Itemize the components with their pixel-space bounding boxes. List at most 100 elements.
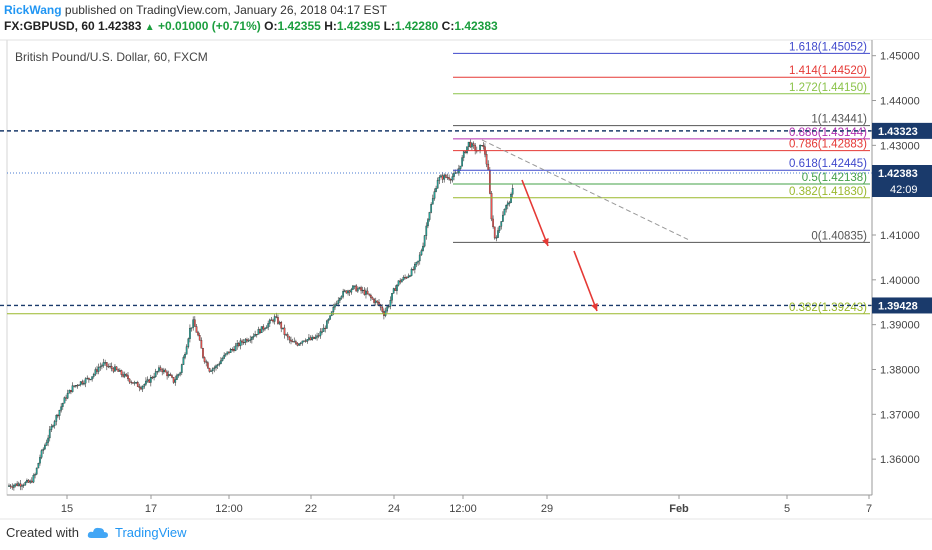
published-text: published on TradingView.com, January 26… (64, 3, 387, 17)
candle-body (32, 475, 35, 483)
candle-body (394, 288, 397, 291)
candle-body (438, 176, 441, 181)
candle-body (368, 293, 371, 296)
candle-body (329, 315, 331, 320)
candle-body (387, 306, 390, 308)
candle-body (48, 429, 51, 439)
symbol-label: FX:GBPUSD, 60 (4, 19, 95, 33)
candle-body (68, 389, 71, 394)
candle-body (140, 387, 142, 390)
candle-body (130, 381, 133, 383)
candle-body (462, 151, 465, 158)
candle-body (327, 319, 330, 322)
candle-body (490, 193, 493, 220)
candle-body (89, 379, 92, 381)
close-value: 1.42383 (454, 19, 498, 33)
time-tick-label: 7 (866, 503, 872, 515)
fib-level-label: 1.618(1.45052) (789, 41, 867, 53)
candle-body (44, 445, 46, 450)
candle-body (264, 328, 266, 330)
candle-body (105, 362, 108, 367)
candle-body (404, 277, 406, 279)
candle-body (345, 290, 348, 294)
price-tag-label: 1.43323 (878, 126, 918, 138)
fib-level-label: 0.382(1.39243) (789, 302, 867, 314)
candle-body (308, 337, 310, 340)
candle-body (128, 378, 131, 383)
candle-body (280, 322, 283, 329)
candle-body (286, 334, 289, 338)
price-tick-label: 1.36000 (880, 454, 920, 466)
candle-body (505, 205, 508, 210)
candle-body (417, 260, 419, 263)
candle-body (342, 290, 345, 297)
candle-body (132, 382, 134, 384)
price-tick-label: 1.39000 (880, 320, 920, 332)
candle-body (97, 367, 100, 372)
price-axis-bg (872, 40, 932, 495)
candle-body (153, 376, 155, 379)
candle-body (50, 426, 53, 430)
candle-body (500, 221, 503, 227)
candle-body (272, 319, 274, 322)
candle-body (471, 143, 473, 148)
candle-body (290, 339, 292, 342)
candle-body (187, 338, 190, 347)
footer: Created with TradingView (6, 525, 187, 540)
publish-info: RickWang published on TradingView.com, J… (4, 3, 387, 17)
tradingview-brand-link[interactable]: TradingView (114, 525, 187, 540)
candle-body (13, 485, 15, 488)
candle-body (61, 403, 64, 407)
candle-body (283, 327, 286, 335)
candle-body (278, 322, 281, 324)
candle-body (451, 176, 454, 181)
candle-body (39, 457, 41, 464)
candle-body (356, 288, 359, 292)
up-triangle-icon: ▲ (144, 22, 155, 33)
candle-body (102, 362, 105, 366)
candle-body (497, 230, 499, 238)
candle-body (402, 277, 405, 281)
high-value: 1.42395 (336, 19, 381, 33)
candle-body (257, 329, 260, 335)
candle-body (231, 349, 234, 351)
candle-body (298, 343, 300, 346)
countdown-label: 42:09 (890, 184, 918, 196)
candle-body (366, 290, 369, 295)
candle-body (422, 245, 424, 251)
candle-body (412, 269, 415, 271)
last-price: 1.42383 (98, 19, 142, 33)
candle-body (180, 364, 183, 373)
candle-body (252, 335, 255, 338)
candle-body (71, 385, 74, 393)
candle-body (431, 198, 434, 205)
candle-body (70, 389, 72, 393)
candle-body (182, 357, 185, 365)
candle-body (246, 339, 248, 342)
candle-body (148, 379, 151, 383)
candle-body (192, 319, 195, 328)
candle-body (418, 254, 421, 262)
candle-body (293, 341, 296, 343)
candle-body (218, 363, 221, 366)
fib-level-label: 0(1.40835) (811, 230, 867, 242)
candle-body (52, 425, 54, 427)
candle-body (441, 175, 444, 180)
candle-body (498, 226, 501, 231)
candle-body (167, 374, 170, 377)
candle-body (169, 374, 172, 376)
candle-body (24, 482, 27, 486)
candle-body (444, 174, 447, 178)
price-tick-label: 1.45000 (880, 51, 920, 63)
candle-body (135, 382, 137, 384)
candle-body (176, 375, 178, 380)
candle-body (104, 362, 107, 364)
candle-body (107, 366, 110, 368)
candle-body (449, 179, 452, 181)
price-tick-label: 1.41000 (880, 230, 920, 242)
author-link[interactable]: RickWang (4, 3, 62, 17)
candle-body (322, 327, 325, 332)
fib-level-label: 1.272(1.44150) (789, 82, 867, 94)
candle-body (164, 369, 167, 373)
candle-body (8, 485, 10, 487)
